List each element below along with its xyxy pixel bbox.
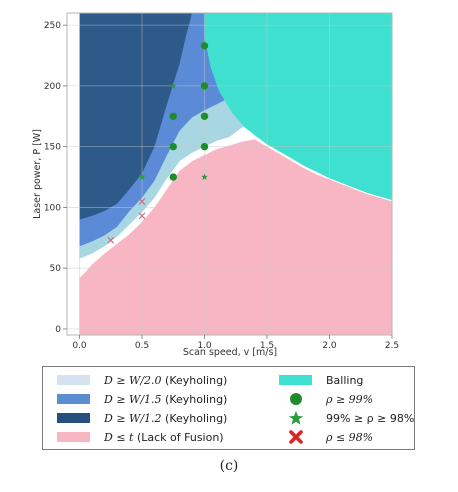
legend-item-keyhole-w15: D ≥ W/1.5 (Keyholing) (57, 390, 227, 408)
legend-item-lack-of-fusion: D ≤ t (Lack of Fusion) (57, 428, 224, 446)
star-marker-icon (279, 409, 312, 427)
keyhole-w12-region (79, 13, 392, 220)
y-tick-label: 250 (44, 21, 61, 31)
x-tick-label: 2.5 (385, 341, 399, 351)
data-point-circle (200, 142, 209, 151)
legend-swatch-keyhole-w15 (57, 394, 90, 404)
x-tick-label: 1.0 (197, 341, 212, 351)
data-point-x (107, 236, 115, 244)
data-point-circle (200, 112, 209, 120)
legend-label-math: D ≤ t (104, 430, 134, 444)
legend-item-low-density: ρ ≤ 98% (279, 428, 373, 446)
x-ticks: 0.0 0.5 1.0 1.5 2.0 2.5 (72, 335, 399, 351)
legend-item-keyhole-w20: D ≥ W/2.0 (Keyholing) (57, 371, 227, 389)
plot-frame (66, 12, 393, 336)
data-point-x (138, 197, 146, 205)
legend-swatch-keyhole-w12 (57, 413, 90, 423)
data-point-circle (169, 173, 177, 181)
legend-label-text: (Lack of Fusion) (133, 430, 224, 444)
figure-caption: (c) (219, 458, 239, 474)
y-tick-label: 200 (44, 82, 61, 92)
data-point-star (138, 173, 146, 180)
x-tick-label: 2.0 (322, 341, 337, 351)
legend-label-text: Balling (326, 373, 364, 387)
lack-of-fusion-region (79, 139, 392, 335)
legend-label-math: ρ ≥ 99% (326, 392, 374, 406)
legend-label-math: ρ ≤ 98% (326, 430, 374, 444)
regions (79, 13, 392, 335)
x-tick-label: 1.5 (260, 341, 274, 351)
y-ticks: 0 50 100 150 200 250 (44, 21, 67, 335)
data-point-x (138, 212, 146, 220)
balling-region (204, 13, 392, 201)
legend-swatch-keyhole-w20 (57, 375, 90, 385)
legend-label-math: D ≥ W/1.2 (104, 411, 162, 425)
y-tick-label: 150 (44, 143, 61, 153)
data-point-star (201, 173, 208, 180)
x-axis-label: Scan speed, v [m/s] (183, 347, 277, 358)
legend-swatch-balling (279, 375, 312, 385)
chart: 0.0 0.5 1.0 1.5 2.0 2.5 0 50 100 150 200 250 Scan … (32, 12, 399, 358)
y-tick-label: 50 (50, 264, 62, 274)
data-point-circle (169, 142, 177, 151)
legend-label-math: D ≥ W/1.5 (104, 392, 162, 406)
data-point-circle (169, 112, 177, 120)
legend-label-text: 99% ≥ ρ ≥ 98% (326, 411, 415, 425)
legend-label-text: (Keyholing) (161, 373, 228, 387)
legend-label-text: (Keyholing) (161, 392, 228, 406)
circle-marker-icon (279, 390, 312, 408)
data-point-circle (200, 42, 209, 50)
legend-label-text: (Keyholing) (161, 411, 228, 425)
x-marker-icon (279, 428, 312, 446)
y-tick-label: 0 (55, 325, 61, 335)
legend-swatch-lack-of-fusion (57, 432, 90, 442)
data-point-circle (200, 82, 209, 90)
legend: D ≥ W/2.0 (Keyholing) D ≥ W/1.5 (Keyholi… (42, 366, 415, 450)
y-tick-label: 100 (44, 203, 61, 213)
x-tick-label: 0.5 (135, 341, 149, 351)
legend-item-medium-density: 99% ≥ ρ ≥ 98% (279, 409, 414, 427)
legend-item-keyhole-w12: D ≥ W/1.2 (Keyholing) (57, 409, 227, 427)
legend-item-balling: Balling (279, 371, 363, 389)
data-point-star (169, 82, 177, 89)
legend-label-math: D ≥ W/2.0 (104, 373, 162, 387)
x-tick-label: 0.0 (72, 341, 87, 351)
y-axis-label: Laser power, P [W] (32, 129, 43, 219)
legend-item-high-density: ρ ≥ 99% (279, 390, 373, 408)
markers (107, 42, 209, 244)
